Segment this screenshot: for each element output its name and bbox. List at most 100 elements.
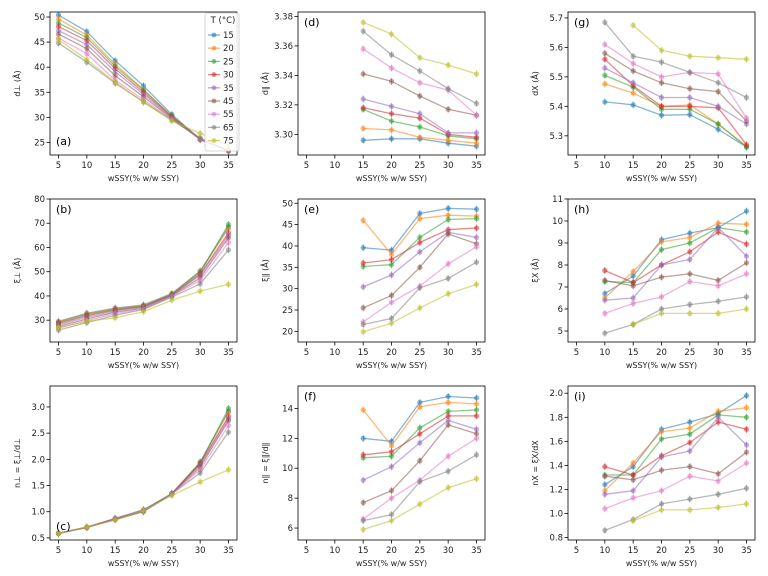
data-point	[687, 496, 693, 502]
series-line	[604, 407, 747, 492]
data-point	[473, 259, 480, 265]
data-point	[687, 425, 693, 431]
series-65	[602, 18, 750, 102]
x-tick-label: 30	[195, 161, 206, 171]
data-point	[602, 473, 608, 479]
y-tick-label: 70	[34, 219, 45, 229]
data-point	[417, 234, 423, 241]
x-tick-label: 20	[138, 161, 149, 171]
x-axis-label: wSSY(% w/w SSY)	[108, 361, 179, 370]
data-point	[658, 112, 665, 118]
series-line	[604, 58, 748, 146]
panel-h: 5 10 15 20 25 30 35 5 6 7 8 9 10 11 wSSY(% w/w SSY) ξX …	[529, 195, 756, 370]
series-35	[360, 416, 480, 484]
x-tick-label: 15	[110, 161, 121, 171]
x-tick-label: 30	[195, 546, 206, 556]
x-tick-label: 5	[304, 546, 309, 556]
data-point	[473, 234, 480, 241]
y-tick-label: 1.0	[31, 508, 45, 518]
data-point	[602, 297, 608, 303]
data-point	[715, 126, 721, 132]
data-point	[602, 291, 608, 297]
data-point	[687, 53, 693, 59]
data-point	[225, 235, 232, 241]
x-tick-label: 20	[656, 161, 667, 171]
data-point	[55, 12, 62, 18]
x-tick-label: 5	[56, 546, 61, 556]
data-point	[55, 530, 62, 536]
data-point	[743, 253, 750, 259]
data-point	[630, 102, 636, 108]
y-tick-label: 9	[558, 239, 563, 249]
y-tick-label: 1.4	[549, 461, 563, 471]
data-point	[687, 310, 693, 316]
data-point	[473, 206, 480, 212]
data-point	[658, 274, 665, 280]
x-tick-label: 5	[574, 161, 579, 171]
x-tick-label: 10	[599, 348, 610, 358]
data-point	[743, 460, 750, 466]
series-15	[602, 392, 750, 489]
series-65	[360, 258, 480, 328]
x-tick-label: 25	[414, 161, 425, 171]
panel-d: 5 10 15 20 25 30 35 3.30 3.32 3.34 3.36 3.38 wSSY(% …	[259, 11, 486, 183]
data-point	[473, 281, 480, 287]
x-axis-label: wSSY(% w/w SSY)	[356, 361, 427, 370]
data-point	[417, 404, 423, 410]
data-point	[743, 306, 750, 312]
data-point	[715, 229, 721, 235]
x-tick-label: 15	[628, 546, 639, 556]
panel-e: 5 10 15 20 25 30 35 20 25 30 35 40 45 50 wSSY(% w/w SS…	[259, 198, 486, 370]
data-point	[658, 429, 665, 435]
data-point	[445, 86, 451, 92]
data-point	[360, 96, 366, 102]
data-point	[687, 112, 693, 118]
data-point	[602, 65, 608, 71]
series-75	[630, 21, 750, 63]
series-45	[360, 421, 480, 507]
legend-swatch-marker	[211, 138, 217, 144]
series-65	[602, 484, 750, 534]
data-point	[473, 216, 480, 222]
x-tick-label: 35	[223, 161, 234, 171]
y-tick-label: 10	[282, 464, 293, 474]
data-point	[360, 137, 366, 143]
data-point	[197, 135, 203, 141]
panel-label: (i)	[574, 390, 586, 403]
y-tick-label: 50	[282, 199, 293, 209]
data-point	[55, 23, 62, 30]
data-point	[445, 205, 451, 211]
data-point	[445, 212, 451, 218]
data-point	[715, 220, 721, 226]
data-point	[360, 321, 366, 328]
data-point	[169, 492, 175, 499]
series-30	[360, 412, 480, 459]
legend-label: 15	[223, 31, 234, 41]
data-point	[360, 517, 366, 524]
data-point	[687, 86, 693, 92]
y-tick-label: 3.38	[274, 12, 293, 22]
data-point	[445, 399, 451, 406]
axes-frame	[567, 385, 756, 541]
data-point	[473, 395, 480, 401]
data-point	[658, 310, 665, 316]
data-point	[602, 99, 608, 105]
legend-swatch-marker	[211, 45, 217, 51]
data-point	[658, 103, 665, 109]
panel-i: 5 10 15 20 25 30 35 0.8 1.0 1.2 1.4 1.6 1.8 2.0 wSSY(%…	[531, 385, 756, 568]
data-point	[473, 244, 480, 250]
data-point	[55, 36, 62, 43]
data-point	[743, 393, 750, 399]
x-tick-label: 30	[443, 546, 454, 556]
series-line	[604, 416, 747, 495]
y-axis-label: ξX (Å)	[529, 258, 540, 282]
y-tick-label: 35	[282, 263, 293, 273]
data-point	[388, 315, 395, 322]
data-point	[602, 506, 608, 512]
series-45	[602, 448, 750, 484]
x-tick-label: 30	[713, 348, 724, 358]
data-point	[630, 283, 636, 289]
series-line	[604, 414, 747, 476]
y-tick-label: 25	[34, 138, 45, 148]
